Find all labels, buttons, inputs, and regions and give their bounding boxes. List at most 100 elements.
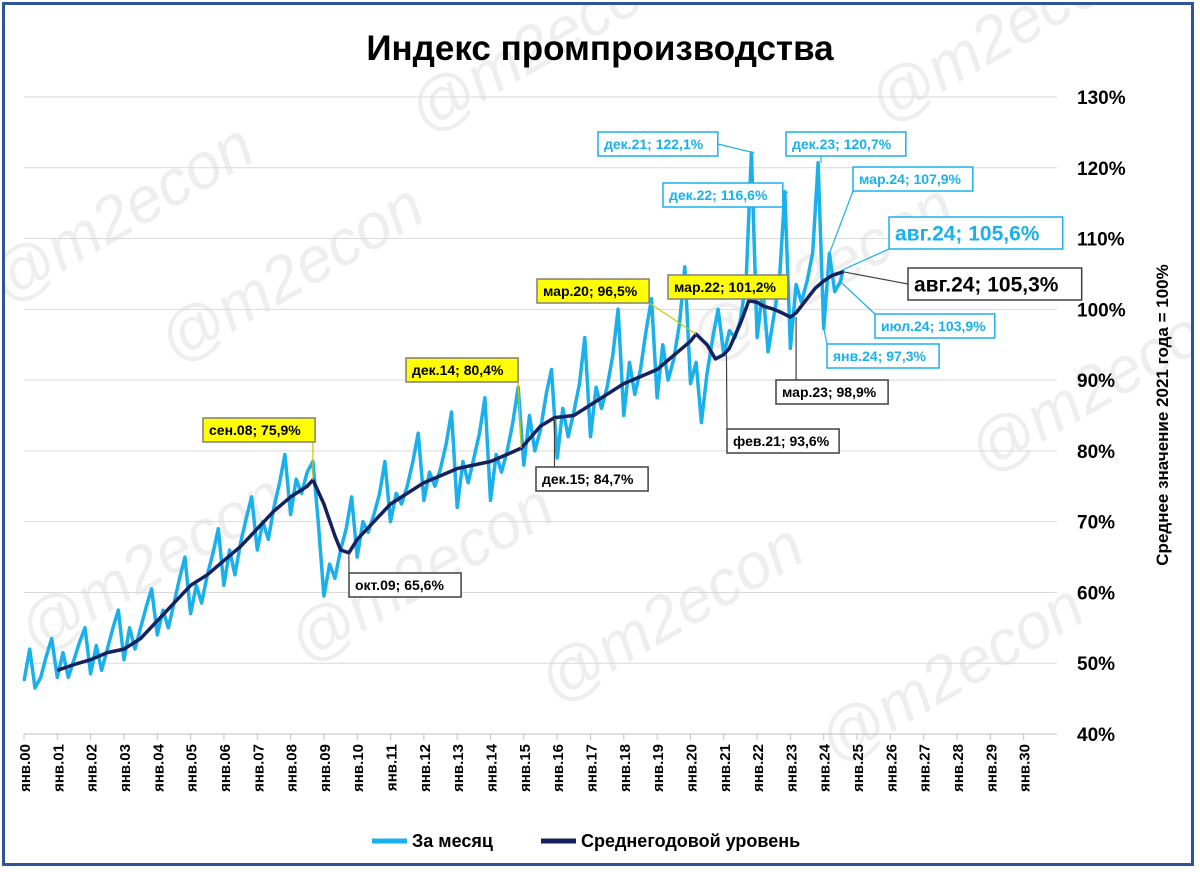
annotation-label: мар.22; 101,2% (674, 279, 777, 295)
annotation-leader (782, 191, 789, 196)
x-tick-label: янв.00 (17, 744, 34, 792)
y-tick-label: 40% (1077, 725, 1115, 746)
x-tick-label: янв.20 (683, 744, 700, 792)
annotation-box (202, 417, 316, 443)
annotation-box (667, 274, 789, 300)
annotation-leader (842, 248, 890, 271)
y-tick-label: 130% (1077, 88, 1126, 109)
annotation-box (726, 428, 840, 454)
annotation-leader (648, 302, 697, 335)
y-tick-label: 110% (1077, 230, 1125, 251)
annotation-label: мар.20; 96,5% (543, 283, 638, 299)
annotation-callout: окт.09; 65,6% (348, 552, 462, 598)
annotation-callout: мар.23; 98,9% (775, 317, 889, 405)
x-tick-label: янв.24 (817, 743, 834, 792)
annotation-label: дек.14; 80,4% (412, 362, 504, 378)
x-tick-label: янв.30 (1017, 744, 1034, 792)
annotation-label: окт.09; 65,6% (355, 577, 444, 593)
annotation-callout: авг.24; 105,6% (842, 216, 1064, 271)
annotation-box (888, 216, 1064, 250)
annotation-callout: авг.24; 105,3% (842, 267, 1083, 301)
annotation-callout: янв.24; 97,3% (823, 328, 940, 369)
y-axis-label: Среднее значение 2021 года = 100% (1153, 264, 1172, 565)
watermark-text: @m2econ (6, 458, 295, 667)
series-line-average (56, 270, 844, 672)
annotation-label: фев.21; 93,6% (733, 433, 830, 449)
annotation-leader (839, 281, 876, 315)
x-tick-label: янв.28 (950, 744, 967, 792)
annotation-label: дек.15; 84,7% (542, 471, 634, 487)
annotation-callout: июл.24; 103,9% (839, 281, 996, 339)
x-tick-label: янв.03 (117, 744, 134, 792)
y-tick-label: 80% (1077, 442, 1115, 463)
annotation-callout: мар.22; 101,2% (667, 274, 789, 301)
y-axis: 40% 50% 60% 70% 80% 90% 100% 110% 120% 130% (1077, 88, 1126, 746)
chart-canvas: @m2econ@m2econ@m2econ@m2econ@m2econ@m2ec… (0, 0, 1200, 851)
annotation-box (597, 131, 719, 157)
annotation-label: дек.23; 120,7% (792, 136, 892, 152)
annotation-label: дек.21; 122,1% (604, 136, 704, 152)
annotation-callout: дек.14; 80,4% (405, 357, 522, 449)
x-tick-label: янв.14 (484, 743, 501, 792)
annotation-box (852, 166, 974, 192)
x-tick-label: янв.06 (217, 744, 234, 792)
x-tick-label: янв.07 (250, 744, 267, 792)
x-tick-label: янв.23 (783, 744, 800, 792)
x-tick-label: янв.09 (317, 744, 334, 792)
x-tick-label: янв.21 (717, 744, 734, 792)
annotation-box (662, 182, 784, 208)
annotation-leader (828, 190, 854, 254)
annotation-callout: дек.23; 120,7% (785, 131, 907, 163)
annotation-label: янв.24; 97,3% (833, 348, 926, 364)
x-tick-label: янв.19 (650, 744, 667, 792)
annotation-leader (823, 328, 828, 345)
annotation-callout: дек.21; 122,1% (597, 131, 755, 157)
legend-label-monthly: За месяц (412, 831, 493, 851)
y-tick-label: 70% (1077, 513, 1115, 534)
annotation-box (907, 267, 1083, 301)
x-tick-label: янв.16 (550, 744, 567, 792)
annotation-callout: дек.22; 116,6% (662, 182, 789, 208)
x-tick-label: янв.17 (583, 744, 600, 792)
x-tick-label: янв.04 (150, 743, 167, 792)
x-tick-label: янв.27 (917, 744, 934, 792)
annotation-label: дек.22; 116,6% (669, 187, 768, 203)
annotation-box (535, 466, 649, 492)
x-tick-label: янв.02 (84, 744, 101, 792)
annotation-leader (725, 354, 728, 430)
series-layer (22, 151, 845, 690)
x-tick-label: янв.18 (617, 744, 634, 792)
annotation-callout: мар.20; 96,5% (536, 278, 697, 335)
annotation-label: июл.24; 103,9% (881, 318, 986, 334)
annotation-box (826, 343, 940, 369)
watermark-text: @m2econ (856, 5, 1145, 137)
annotations-layer: сен.08; 75,9% окт.09; 65,6% дек.14; 80,4% д… (202, 131, 1083, 598)
annotation-label: сен.08; 75,9% (209, 422, 301, 438)
annotation-box (405, 357, 519, 383)
annotation-label: мар.24; 107,9% (859, 171, 962, 187)
annotation-label: мар.23; 98,9% (782, 384, 877, 400)
annotation-leader (517, 381, 522, 449)
x-tick-label: янв.25 (850, 744, 867, 792)
annotation-box (348, 572, 462, 598)
annotation-callout: фев.21; 93,6% (725, 354, 840, 454)
annotation-leader (842, 271, 909, 285)
x-tick-label: янв.26 (883, 744, 900, 792)
legend: За месяц Среднегодовой уровень (372, 831, 800, 851)
annotation-box (536, 278, 650, 304)
chart-title: Индекс промпроизводства (366, 29, 834, 68)
watermark-text: @m2econ (396, 5, 685, 147)
annotation-leader (717, 143, 755, 154)
x-tick-label: янв.22 (750, 744, 767, 792)
annotation-box (785, 131, 907, 157)
annotation-callout: сен.08; 75,9% (202, 417, 316, 480)
x-tick-label: янв.13 (450, 744, 467, 792)
y-tick-label: 50% (1077, 654, 1115, 675)
watermark-text: @m2econ (526, 508, 815, 717)
annotation-label: авг.24; 105,6% (895, 223, 1040, 246)
x-tick-label: янв.10 (350, 744, 367, 792)
x-tick-label: янв.12 (417, 744, 434, 792)
x-tick-label: янв.11 (384, 744, 401, 791)
annotation-box (874, 313, 996, 339)
